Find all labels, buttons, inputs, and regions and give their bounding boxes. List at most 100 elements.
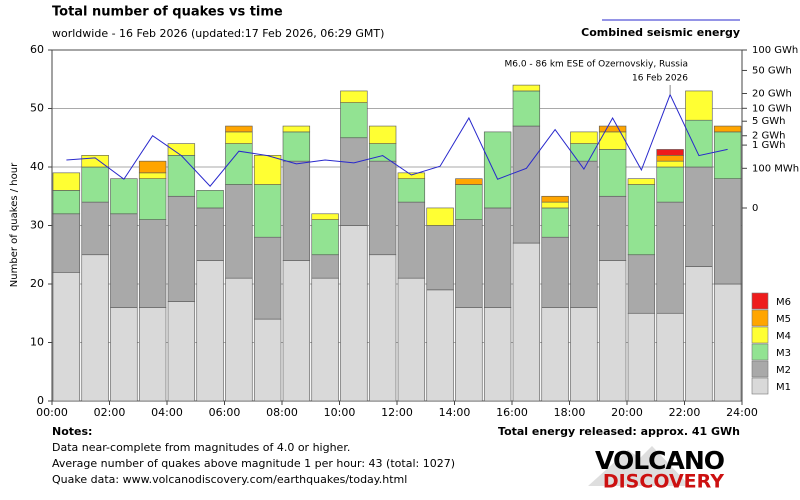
bar-segment [627,254,656,314]
bar-segment [685,166,713,267]
bar-segment [138,178,167,220]
y2-tick-label: 5 GWh [752,116,786,127]
bar-segment [483,131,512,209]
bar-segment [138,219,167,308]
bar-segment [340,102,368,139]
annotation: M6.0 - 86 km ESE of Ozernovskiy, Russia [504,60,688,70]
x-tick-label: 10:00 [324,406,356,419]
bar-segment [397,172,426,180]
x-tick-label: 08:00 [266,406,298,419]
bar-segment [225,125,253,133]
y-tick-label: 30 [30,219,44,232]
x-tick-label: 20:00 [611,406,643,419]
bar-segment [598,125,627,133]
bar-segment [541,207,569,238]
bar-segment [455,219,483,308]
bar-segment [627,184,656,256]
bar-segment [225,277,253,402]
bar-segment [713,283,742,402]
logo-top: VOLCANO [595,446,724,475]
logo-mountain [588,446,690,486]
bar-segment [656,149,684,156]
bar-segment [167,155,196,197]
legend-swatch [751,343,769,361]
bar-segment [282,160,311,261]
bar-segment [253,236,282,320]
y2-tick-label: 2 GWh [752,131,786,142]
bar-segment [512,84,541,92]
notes-line: Average number of quakes above magnitude… [52,457,455,470]
x-tick-label: 22:00 [669,406,701,419]
bar-segment [340,90,368,103]
bar-segment [282,131,311,162]
legend-swatch [751,326,769,344]
bar-segment [52,213,81,273]
x-tick-label: 24:00 [726,406,758,419]
bar-segment [368,254,397,402]
y-axis-label: Number of quakes / hour [9,162,20,287]
bar-segment [397,178,426,203]
bar-segment [426,225,454,291]
bar-segment [138,307,167,402]
y2-tick-label: 0 [752,203,758,214]
y2-tick-label: 100 GWh [752,45,798,56]
legend-label: M6 [776,297,791,308]
bar-segment [138,172,167,180]
y-tick-label: 60 [30,43,44,56]
bar-segment [225,143,253,185]
bar-segment [713,125,742,133]
bar-segment [282,260,311,402]
bar-segment [598,149,627,197]
x-tick-label: 16:00 [496,406,528,419]
bar-segment [253,155,282,185]
bar-segment [311,254,339,279]
bar-segment [52,271,81,402]
bar-segment [455,184,483,220]
bar-segment [397,201,426,279]
bar-segment [81,254,109,402]
bar-segment [110,178,138,215]
x-tick-label: 18:00 [554,406,586,419]
bar-segment [52,190,81,215]
notes-line: Data near-complete from magnitudes of 4.… [52,441,350,454]
legend-swatch [751,360,769,378]
y2-tick-label: 100 MWh [752,163,799,174]
bar-segment [225,184,253,279]
bar-segment [455,178,483,185]
bar-segment [512,90,541,127]
bar-segment [598,195,627,261]
bar-segment [455,307,483,402]
bar-segment [81,166,109,203]
bar-segment [685,119,713,168]
bar-segment [196,207,224,261]
bar-segment [541,195,569,203]
annotation-date: 16 Feb 2026 [632,74,688,84]
bar-segment [483,207,512,308]
legend-label: Combined seismic energy [581,26,740,39]
legend-label: M2 [776,365,791,376]
bar-segment [627,312,656,402]
bar-segment [685,90,713,121]
bar-segment [311,219,339,256]
notes-heading: Notes: [52,425,92,438]
x-tick-label: 12:00 [381,406,413,419]
x-tick-label: 02:00 [94,406,126,419]
bar-segment [483,307,512,402]
legend-swatch [751,309,769,327]
bar-segment [685,266,713,402]
bar-segment [167,195,196,302]
energy-line [66,93,728,187]
bar-segment [81,155,109,168]
bar-segment [627,178,656,185]
bar-segment [52,172,81,191]
total-energy: Total energy released: approx. 41 GWh [498,425,740,438]
bar-segment [368,160,397,256]
x-tick-label: 04:00 [151,406,183,419]
x-tick-label: 14:00 [439,406,471,419]
bar-segment [282,125,311,133]
bar-segment [570,307,598,402]
x-tick-label: 06:00 [209,406,241,419]
bar-segment [167,301,196,402]
bar-segment [541,201,569,209]
bar-segment [512,242,541,402]
